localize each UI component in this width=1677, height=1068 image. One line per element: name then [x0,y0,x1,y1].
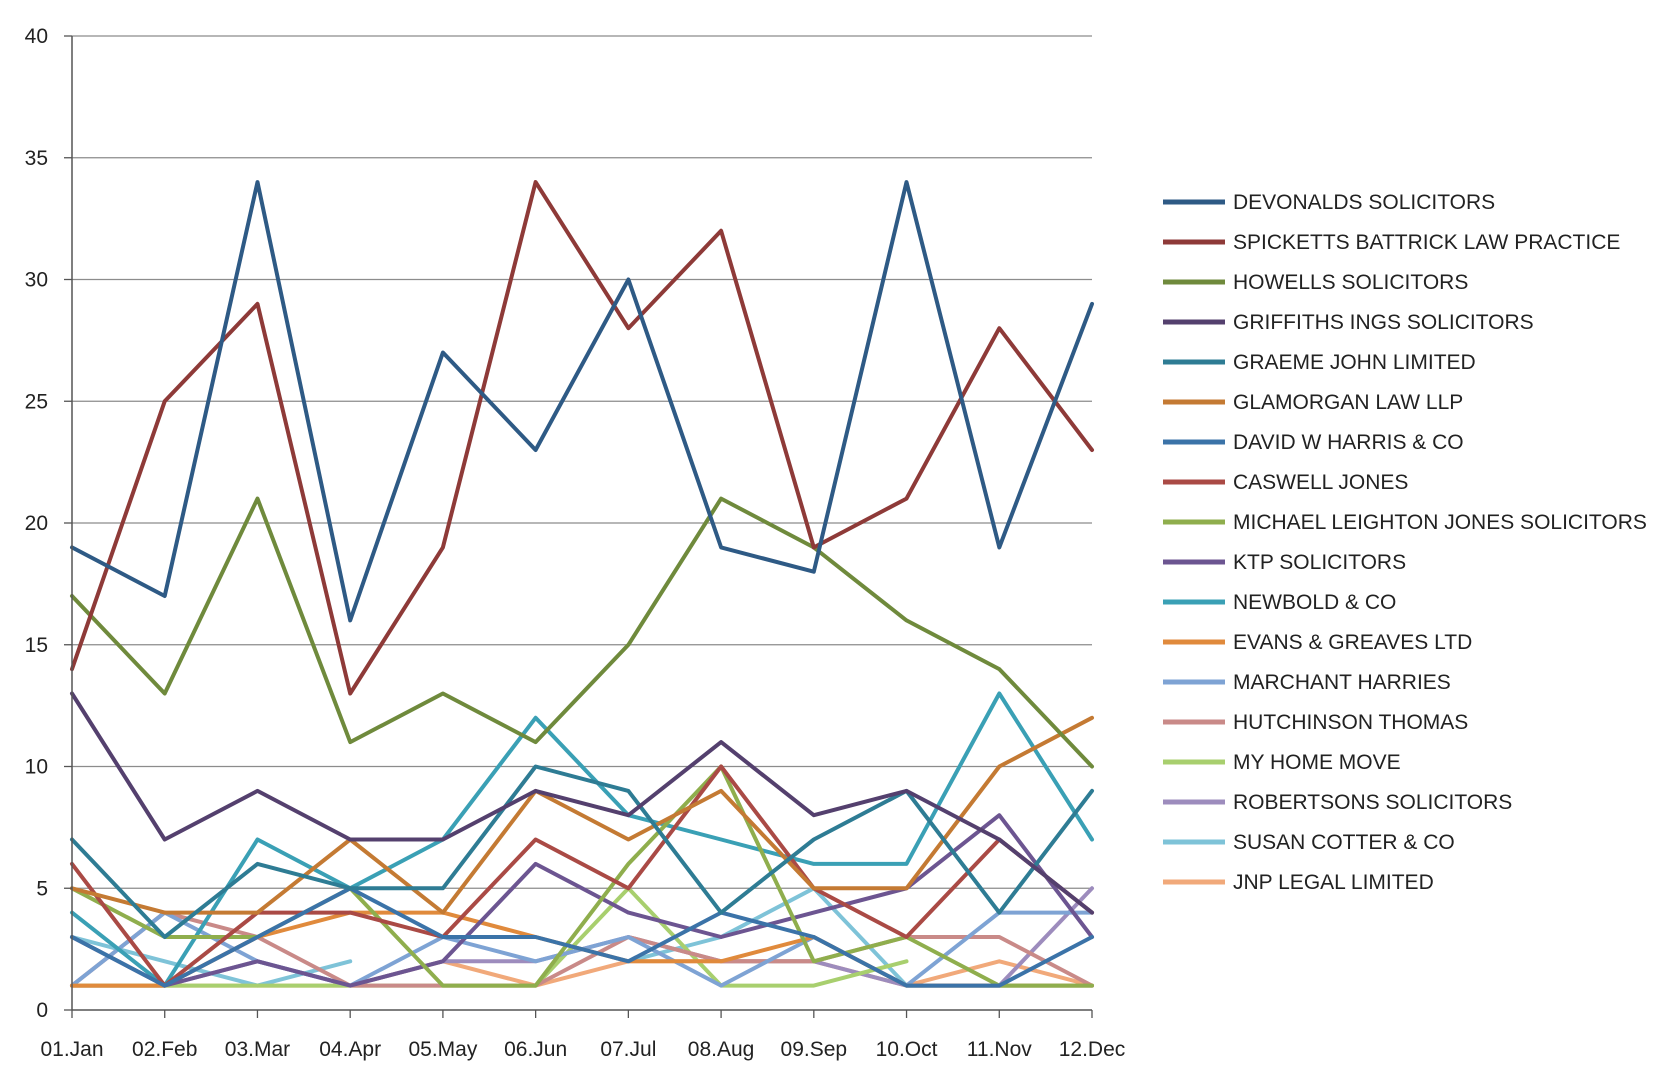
y-tick-label: 35 [25,147,48,170]
x-tick-label: 04.Apr [319,1038,381,1061]
x-tick-label: 01.Jan [40,1038,103,1061]
legend-label: KTP SOLICITORS [1233,551,1406,574]
legend-label: SPICKETTS BATTRICK LAW PRACTICE [1233,231,1620,254]
legend-label: EVANS & GREAVES LTD [1233,631,1472,654]
x-tick-label: 09.Sep [781,1038,848,1061]
x-tick-label: 02.Feb [132,1038,197,1061]
legend-label: HUTCHINSON THOMAS [1233,711,1468,734]
legend-label: JNP LEGAL LIMITED [1233,871,1434,894]
y-tick-label: 30 [25,269,48,292]
x-tick-label: 05.May [408,1038,477,1061]
y-tick-label: 10 [25,756,48,779]
legend-label: GRAEME JOHN LIMITED [1233,351,1476,374]
legend-label: ROBERTSONS SOLICITORS [1233,791,1512,814]
x-tick-label: 10.Oct [876,1038,938,1061]
legend-label: MICHAEL LEIGHTON JONES SOLICITORS [1233,511,1647,534]
legend-label: DAVID W HARRIS & CO [1233,431,1464,454]
legend-label: GLAMORGAN LAW LLP [1233,391,1463,414]
legend-label: HOWELLS SOLICITORS [1233,271,1468,294]
y-tick-label: 40 [25,25,48,48]
legend-label: SUSAN COTTER & CO [1233,831,1455,854]
legend-label: CASWELL JONES [1233,471,1408,494]
y-tick-label: 25 [25,390,48,413]
legend-label: DEVONALDS SOLICITORS [1233,191,1495,214]
legend-label: MARCHANT HARRIES [1233,671,1451,694]
x-tick-label: 08.Aug [688,1038,755,1061]
legend-label: NEWBOLD & CO [1233,591,1396,614]
legend-label: GRIFFITHS INGS SOLICITORS [1233,311,1534,334]
y-tick-label: 20 [25,512,48,535]
legend-label: MY HOME MOVE [1233,751,1401,774]
y-tick-label: 0 [36,999,48,1022]
x-tick-label: 06.Jun [504,1038,567,1061]
x-tick-label: 07.Jul [600,1038,656,1061]
y-tick-label: 5 [36,877,48,900]
x-tick-label: 12.Dec [1059,1038,1126,1061]
x-tick-label: 03.Mar [225,1038,290,1061]
y-tick-label: 15 [25,634,48,657]
x-tick-label: 11.Nov [967,1038,1032,1061]
